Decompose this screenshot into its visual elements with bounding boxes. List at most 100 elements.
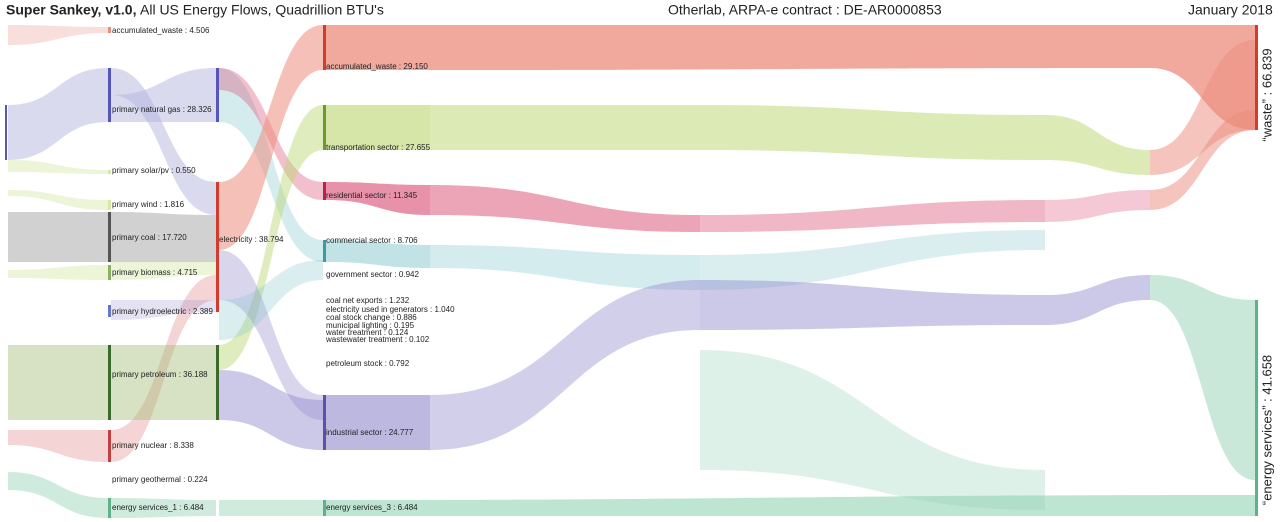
flow-band [700,105,1045,160]
flow-band [111,498,216,518]
output-label: “waste” : 66.839 [1259,48,1274,141]
node-bar [216,345,219,420]
node-label: primary coal : 17.720 [112,233,187,242]
node-label: electricity used in generators : 1.040 [326,305,455,314]
node-label: municipal lighting : 0.195 [326,321,415,330]
node-bar [323,500,326,516]
flow-band [219,250,323,420]
node-bar [323,395,326,450]
flow-band [8,472,108,518]
flow-band [8,160,108,174]
flow-band [326,395,430,450]
flow-band [700,280,1045,330]
flow-band [326,25,430,70]
node-label: energy services_3 : 6.484 [326,503,418,512]
flow-band [326,182,430,215]
flow-band [430,185,700,232]
flow-band [219,500,323,516]
flow-band [1150,40,1255,175]
node-label: coal net exports : 1.232 [326,296,410,305]
node-label: transportation sector : 27.655 [326,143,431,152]
flow-band [700,230,1045,290]
flow-band [1045,115,1150,175]
flow-band [219,260,323,340]
flow-band [219,68,323,262]
node-label: accumulated_waste : 4.506 [112,26,210,35]
flow-band [8,68,108,160]
flow-band [430,245,700,290]
flow-band [8,345,108,420]
node-label: petroleum stock : 0.792 [326,359,410,368]
node-bar [108,305,111,317]
node-label: accumulated_waste : 29.150 [326,62,428,71]
node-bar [108,430,111,462]
node-label: primary natural gas : 28.326 [112,105,212,114]
node-label: primary petroleum : 36.188 [112,370,208,379]
node-bar [108,345,111,420]
node-bar [108,27,111,33]
flow-band [111,262,216,280]
node-bar [1255,300,1258,516]
title: Super Sankey, v1.0, [6,2,136,18]
node-bar [5,105,7,160]
node-label: primary solar/pv : 0.550 [112,166,196,175]
flow-band [111,68,216,215]
flow-band [326,105,430,150]
node-label: primary biomass : 4.715 [112,268,198,277]
node-label: wastewater treatment : 0.102 [325,335,430,344]
node-label: coal stock change : 0.886 [326,313,417,322]
flow-band [8,25,108,45]
flow-band [111,300,216,320]
flow-band [111,275,216,462]
flow-band [111,345,216,420]
flow-band [111,68,216,122]
node-bar [108,498,111,518]
date: January 2018 [1188,2,1273,18]
subtitle: All US Energy Flows, Quadrillion BTU's [140,2,384,18]
flow-band [1150,110,1255,210]
node-bar [323,240,326,262]
flow-band [430,280,700,450]
node-bar [108,200,111,210]
node-bar [108,68,111,122]
node-label: commercial sector : 8.706 [326,236,418,245]
node-bar [323,105,326,150]
credit: Otherlab, ARPA-e contract : DE-AR0000853 [668,2,942,18]
flow-band [1045,275,1150,325]
flow-band [1045,190,1150,222]
node-label: electricity : 38.794 [219,235,284,244]
node-bar [216,182,219,312]
flow-band [8,430,108,462]
flow-band [700,350,1045,510]
node-bar [1255,25,1258,130]
flow-band [326,240,430,268]
flow-band [111,212,216,262]
node-label: energy services_1 : 6.484 [112,503,204,512]
node-bar [108,212,111,262]
flow-band [430,105,700,150]
node-label: water treatment : 0.124 [325,328,409,337]
node-bar [216,68,219,122]
node-label: government sector : 0.942 [326,270,419,279]
node-label: residential sector : 11.345 [326,191,418,200]
node-bar [323,182,326,200]
node-bar [323,25,326,70]
node-label: industrial sector : 24.777 [326,428,414,437]
flow-bands [8,25,1255,518]
flow-band [700,200,1045,232]
flow-band [430,25,1150,70]
node-bars [5,25,1258,518]
flow-band [1150,275,1255,480]
node-label: primary geothermal : 0.224 [112,475,208,484]
node-label: primary wind : 1.816 [112,200,185,209]
flow-band [326,495,1255,516]
node-label: primary hydroelectric : 2.389 [112,307,213,316]
flow-band [8,190,108,210]
flow-band [219,370,323,450]
flow-band [219,25,323,250]
node-bar [108,265,111,280]
flow-band [219,105,323,370]
flow-band [8,212,108,262]
